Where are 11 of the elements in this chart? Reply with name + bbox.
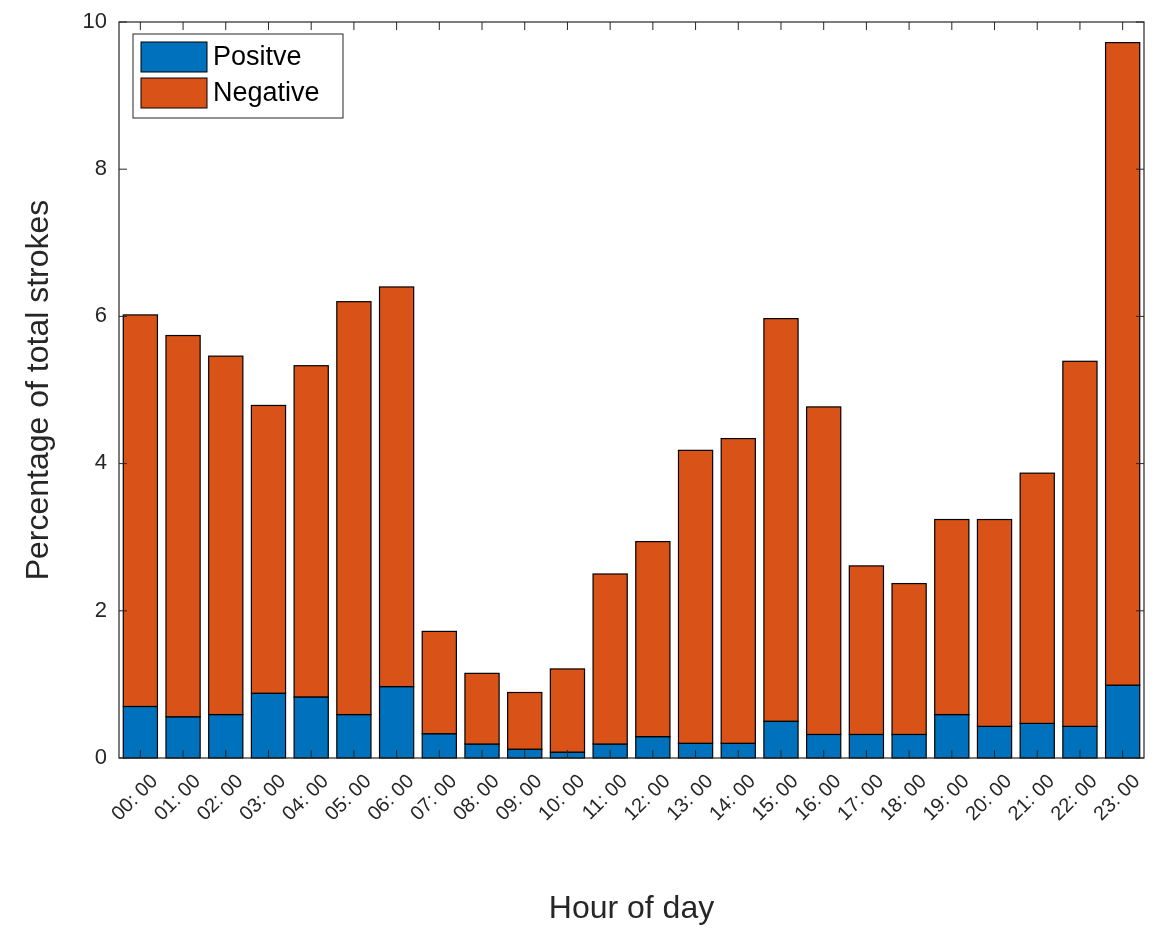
y-tick-label: 8 (94, 155, 107, 181)
y-tick-label: 6 (94, 302, 107, 328)
legend-label: Positve (213, 41, 302, 72)
legend-label: Negative (213, 77, 320, 108)
x-axis-title: Hour of day (548, 889, 715, 925)
y-tick-label: 4 (94, 449, 107, 475)
y-tick-label: 0 (94, 743, 107, 769)
y-tick-label: 2 (94, 596, 107, 622)
y-axis-title: Percentage of total strokes (19, 199, 55, 581)
bar (549, 668, 586, 753)
y-tick-label: 10 (82, 7, 107, 33)
